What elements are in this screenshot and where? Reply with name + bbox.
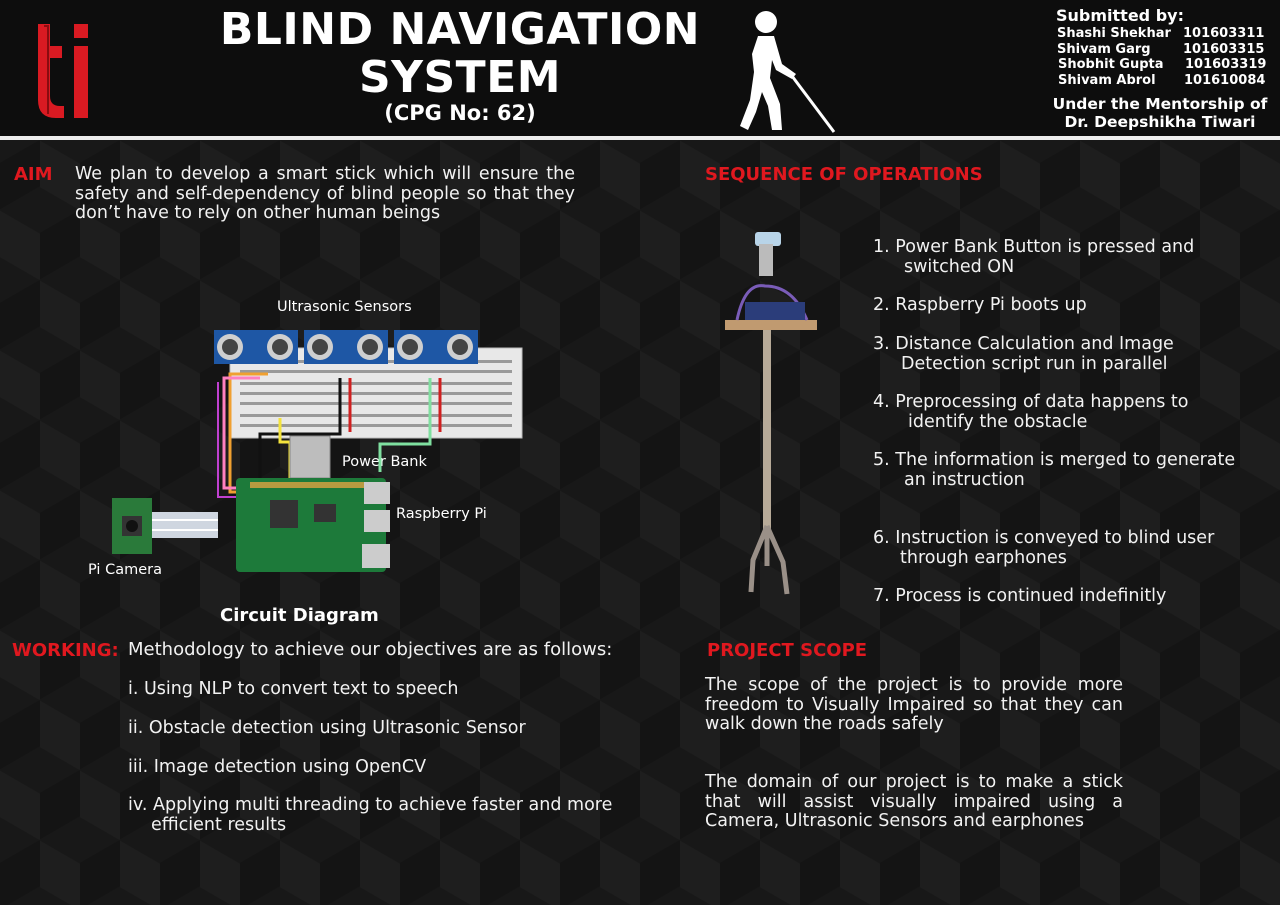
title-line-2: SYSTEM xyxy=(358,52,562,103)
member-name: Shobhit Gupta xyxy=(1058,57,1164,72)
pi-camera-label: Pi Camera xyxy=(88,562,162,578)
working-heading: WORKING: xyxy=(12,640,119,661)
list-item: iii. Image detection using OpenCV xyxy=(128,757,427,777)
mentor-name: Dr. Deepshikha Tiwari xyxy=(1064,113,1256,131)
step-item: 7. Process is continued indefinitly xyxy=(873,586,1167,607)
member-row: Shivam Abrol 101610084 xyxy=(1058,73,1265,88)
header-bar xyxy=(0,0,1280,136)
step-item: 2. Raspberry Pi boots up xyxy=(873,295,1087,316)
submitted-by-label: Submitted by: xyxy=(1056,6,1184,25)
aim-text: We plan to develop a smart stick which w… xyxy=(75,164,575,223)
member-name: Shivam Abrol xyxy=(1058,73,1156,88)
raspberry-pi-label: Raspberry Pi xyxy=(396,506,487,522)
step-line: 6. Instruction is conveyed to blind user xyxy=(873,528,1215,548)
member-name: Shashi Shekhar xyxy=(1057,26,1171,41)
member-id: 101603311 xyxy=(1183,26,1265,41)
power-bank-label: Power Bank xyxy=(342,454,427,470)
mentor-block: Under the Mentorship of Dr. Deepshikha T… xyxy=(1050,95,1270,131)
step-item: 3. Distance Calculation and Image Detect… xyxy=(873,334,1174,374)
step-line: 1. Power Bank Button is pressed and xyxy=(873,237,1195,257)
mentor-label: Under the Mentorship of xyxy=(1052,95,1268,113)
list-item: iv. Applying multi threading to achieve … xyxy=(128,795,613,815)
scope-paragraph-2: The domain of our project is to make a s… xyxy=(705,772,1123,831)
scope-heading: PROJECT SCOPE xyxy=(707,640,868,661)
cpg-number: (CPG No: 62) xyxy=(384,101,536,125)
header-divider xyxy=(0,136,1280,140)
sequence-heading: SEQUENCE OF OPERATIONS xyxy=(705,164,983,185)
step-line: switched ON xyxy=(904,256,1015,277)
ti-logo xyxy=(28,18,108,122)
step-line: 3. Distance Calculation and Image xyxy=(873,334,1174,354)
member-id: 101603315 xyxy=(1183,42,1265,57)
step-line: 5. The information is merged to generate xyxy=(873,450,1236,470)
step-line: 2. Raspberry Pi boots up xyxy=(873,295,1087,315)
ultrasonic-label: Ultrasonic Sensors xyxy=(277,299,412,315)
step-item: 1. Power Bank Button is pressed and swit… xyxy=(873,237,1195,277)
member-row: Shashi Shekhar 101603311 xyxy=(1057,26,1264,41)
title-line-1: BLIND NAVIGATION xyxy=(219,4,701,55)
list-item: efficient results xyxy=(151,815,287,835)
smart-stick-photo xyxy=(715,226,825,600)
step-line: 7. Process is continued indefinitly xyxy=(873,586,1167,606)
member-row: Shobhit Gupta 101603319 xyxy=(1058,57,1266,72)
sensor-group xyxy=(214,330,478,364)
step-line: identify the obstacle xyxy=(908,411,1088,432)
step-line: an instruction xyxy=(904,469,1025,490)
step-line: 4. Preprocessing of data happens to xyxy=(873,392,1189,412)
poster-title: BLIND NAVIGATION SYSTEM xyxy=(200,6,720,102)
step-line: Detection script run in parallel xyxy=(901,353,1168,374)
member-name: Shivam Garg xyxy=(1057,42,1151,57)
member-row: Shivam Garg 101603315 xyxy=(1057,42,1264,57)
step-item: 5. The information is merged to generate… xyxy=(873,450,1236,490)
aim-heading: AIM xyxy=(14,164,53,185)
step-item: 6. Instruction is conveyed to blind user… xyxy=(873,528,1215,568)
list-item: ii. Obstacle detection using Ultrasonic … xyxy=(128,718,526,738)
blind-person-icon xyxy=(738,8,838,134)
list-item: i. Using NLP to convert text to speech xyxy=(128,679,459,699)
working-intro: Methodology to achieve our objectives ar… xyxy=(128,639,613,660)
step-item: 4. Preprocessing of data happens to iden… xyxy=(873,392,1251,432)
circuit-diagram xyxy=(100,322,530,580)
step-line: through earphones xyxy=(900,547,1067,568)
member-id: 101603319 xyxy=(1185,57,1267,72)
circuit-caption: Circuit Diagram xyxy=(220,605,379,626)
scope-paragraph-1: The scope of the project is to provide m… xyxy=(705,675,1123,734)
member-id: 101610084 xyxy=(1184,73,1266,88)
